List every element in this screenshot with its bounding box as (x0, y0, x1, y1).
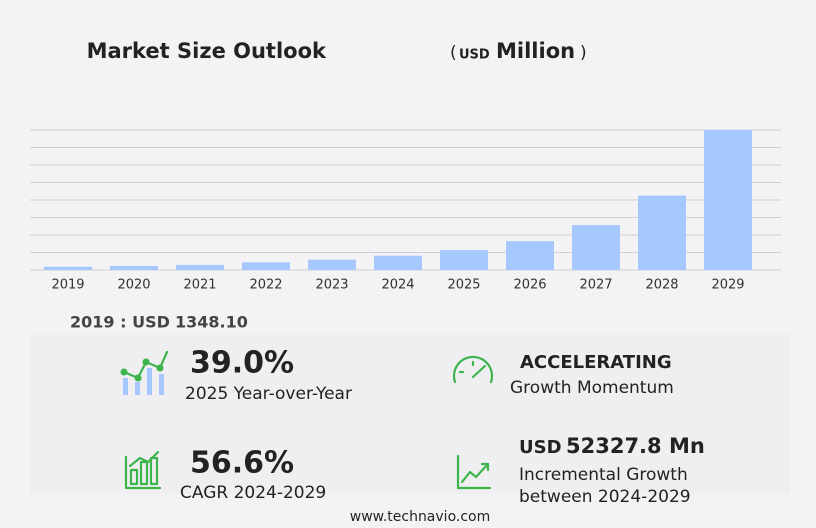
kpi-label: CAGR 2024-2029 (180, 483, 326, 503)
x-tick-label: 2024 (381, 278, 414, 293)
bar (176, 264, 224, 270)
x-tick-label: 2022 (249, 278, 282, 293)
kpi-value: 52327.8 Mn (566, 434, 705, 458)
bar (374, 255, 422, 270)
x-tick-label: 2020 (117, 278, 150, 293)
unit-open: ( (450, 43, 457, 63)
kpi-label: between 2024-2029 (519, 487, 691, 507)
icon-gauge (452, 355, 494, 384)
x-tick-label: 2027 (579, 278, 612, 293)
bar (506, 241, 554, 270)
kpi-value: 56.6% (190, 446, 294, 481)
kpi-label: 2025 Year-over-Year (185, 384, 352, 404)
kpi-label: Growth Momentum (510, 378, 674, 398)
bar (638, 195, 686, 270)
footer: www.technavio.com (350, 509, 491, 525)
x-tick-label: 2021 (183, 278, 216, 293)
kpi-value: 39.0% (190, 346, 294, 381)
chart-title: Market Size Outlook (87, 39, 327, 63)
x-tick-label: 2029 (711, 278, 744, 293)
unit-currency: USD (459, 48, 490, 63)
bar (110, 265, 158, 270)
base-value: 1348.10 (175, 313, 248, 332)
icon-growth (456, 454, 492, 490)
x-tick-label: 2019 (51, 278, 84, 293)
bar (44, 266, 92, 270)
icon-bars (124, 450, 162, 490)
unit-label: Million (496, 39, 575, 63)
x-tick-label: 2025 (447, 278, 480, 293)
x-tick-label: 2023 (315, 278, 348, 293)
kpi-value: ACCELERATING (520, 352, 672, 373)
bar (572, 225, 620, 270)
kpi-currency: USD (519, 437, 562, 458)
bar (704, 130, 752, 270)
bar (308, 259, 356, 270)
base-label: 2019 : USD (70, 313, 170, 332)
bar (440, 250, 488, 270)
unit-close: ) (580, 43, 587, 63)
kpi-label: Incremental Growth (519, 465, 688, 485)
bar (242, 262, 290, 270)
x-tick-label: 2026 (513, 278, 546, 293)
x-tick-label: 2028 (645, 278, 678, 293)
icon-trend (120, 350, 169, 395)
